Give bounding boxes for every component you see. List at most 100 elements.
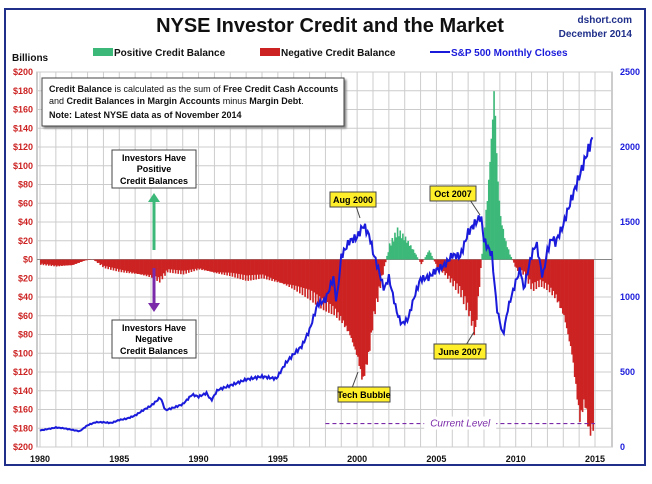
- credit-bar: [318, 259, 321, 297]
- credit-bar: [289, 259, 292, 285]
- credit-bar: [193, 259, 195, 272]
- credit-bar: [493, 91, 495, 260]
- credit-bar: [166, 259, 169, 273]
- y-tick-label: $180: [13, 86, 33, 96]
- credit-bar: [472, 259, 474, 321]
- credit-bar: [363, 259, 366, 376]
- credit-bar: [452, 259, 454, 287]
- credit-bar: [528, 259, 531, 280]
- y2-tick-label: 1500: [620, 217, 640, 227]
- credit-bar: [534, 259, 536, 283]
- info-box: Credit Balance is calculated as the sum …: [41, 77, 345, 127]
- credit-bar: [50, 259, 53, 267]
- credit-bar: [499, 216, 502, 260]
- credit-bar: [156, 259, 158, 281]
- credit-bar: [519, 259, 522, 273]
- credit-bar: [137, 259, 140, 274]
- credit-bar: [357, 259, 359, 357]
- credit-bar: [369, 259, 371, 351]
- y2-tick-label: 2000: [620, 142, 640, 152]
- credit-bar: [287, 259, 289, 285]
- legend-swatch-negative: [260, 48, 280, 56]
- credit-bar: [182, 259, 185, 275]
- y-tick-label: $120: [13, 142, 33, 152]
- credit-bar: [59, 259, 62, 266]
- credit-bar: [482, 236, 485, 260]
- x-tick-label: 1990: [189, 454, 209, 464]
- credit-bar: [505, 241, 507, 260]
- credit-bar: [62, 259, 65, 266]
- credit-bar: [222, 259, 224, 273]
- credit-bar: [579, 259, 581, 422]
- credit-bar: [46, 259, 49, 265]
- credit-bar: [242, 259, 244, 280]
- up-arrow-head-icon: [148, 193, 160, 202]
- credit-bar: [162, 259, 165, 274]
- credit-bar: [205, 259, 207, 271]
- credit-bar: [246, 259, 248, 276]
- credit-bar: [502, 228, 505, 260]
- credit-bar: [518, 259, 520, 270]
- credit-bar: [259, 259, 261, 275]
- credit-bar: [495, 153, 498, 260]
- credit-bar: [390, 245, 392, 260]
- credit-bar: [532, 259, 535, 291]
- credit-bar: [421, 259, 424, 262]
- credit-bar: [102, 259, 104, 268]
- credit-bar: [189, 259, 191, 270]
- credit-bar: [86, 259, 88, 261]
- sp500-line: [39, 136, 594, 433]
- credit-bar: [375, 259, 378, 299]
- x-tick-label: 1985: [109, 454, 129, 464]
- credit-bar: [57, 259, 59, 266]
- credit-bar: [406, 242, 408, 260]
- credit-bar: [428, 250, 431, 260]
- info-term: Credit Balances in Margin Accounts: [67, 96, 221, 106]
- credit-bar: [476, 259, 478, 320]
- credit-bar: [243, 259, 246, 275]
- callout-text: Investors Have: [122, 153, 186, 163]
- credit-bar: [457, 259, 460, 294]
- callout-text: Credit Balances: [120, 176, 188, 186]
- info-text: is calculated as the sum of: [112, 84, 223, 94]
- credit-bar: [371, 259, 374, 331]
- credit-bar: [565, 259, 568, 329]
- y-tick-label: $20: [18, 236, 33, 246]
- credit-bar: [124, 259, 127, 271]
- negative-callout: Investors Have Negative Credit Balances: [111, 268, 197, 359]
- credit-bar: [106, 259, 108, 267]
- credit-bar: [347, 259, 350, 332]
- credit-bar: [484, 227, 486, 260]
- credit-bar: [213, 259, 215, 273]
- credit-bar: [313, 259, 316, 293]
- credit-bar: [312, 259, 314, 303]
- credit-bar: [53, 259, 55, 267]
- credit-bar: [157, 259, 160, 278]
- credit-bar: [240, 259, 243, 275]
- credit-bar: [141, 259, 144, 275]
- credit-bar: [226, 259, 228, 276]
- credit-bar: [546, 259, 548, 291]
- credit-bar: [132, 259, 135, 273]
- credit-bar: [250, 259, 252, 281]
- credit-bar: [564, 259, 567, 323]
- x-tick-label: 2000: [347, 454, 367, 464]
- credit-bar: [55, 259, 58, 267]
- credit-bar: [460, 259, 462, 298]
- credit-bar: [503, 238, 506, 260]
- credit-bar: [461, 259, 464, 291]
- credit-bar: [230, 259, 232, 273]
- credit-bar: [176, 259, 178, 270]
- credit-bar: [328, 259, 330, 313]
- y-tick-label: $200: [13, 67, 33, 77]
- credit-bar: [433, 259, 436, 262]
- credit-bar: [268, 259, 271, 281]
- y-tick-label: $100: [13, 161, 33, 171]
- source-label: dshort.com: [578, 15, 633, 26]
- credit-bar: [514, 259, 517, 267]
- callout-text: Tech Bubble: [337, 390, 390, 400]
- credit-bar: [145, 259, 148, 277]
- credit-bar: [583, 259, 585, 400]
- credit-bar: [217, 259, 219, 273]
- y-tick-label: $140: [13, 123, 33, 133]
